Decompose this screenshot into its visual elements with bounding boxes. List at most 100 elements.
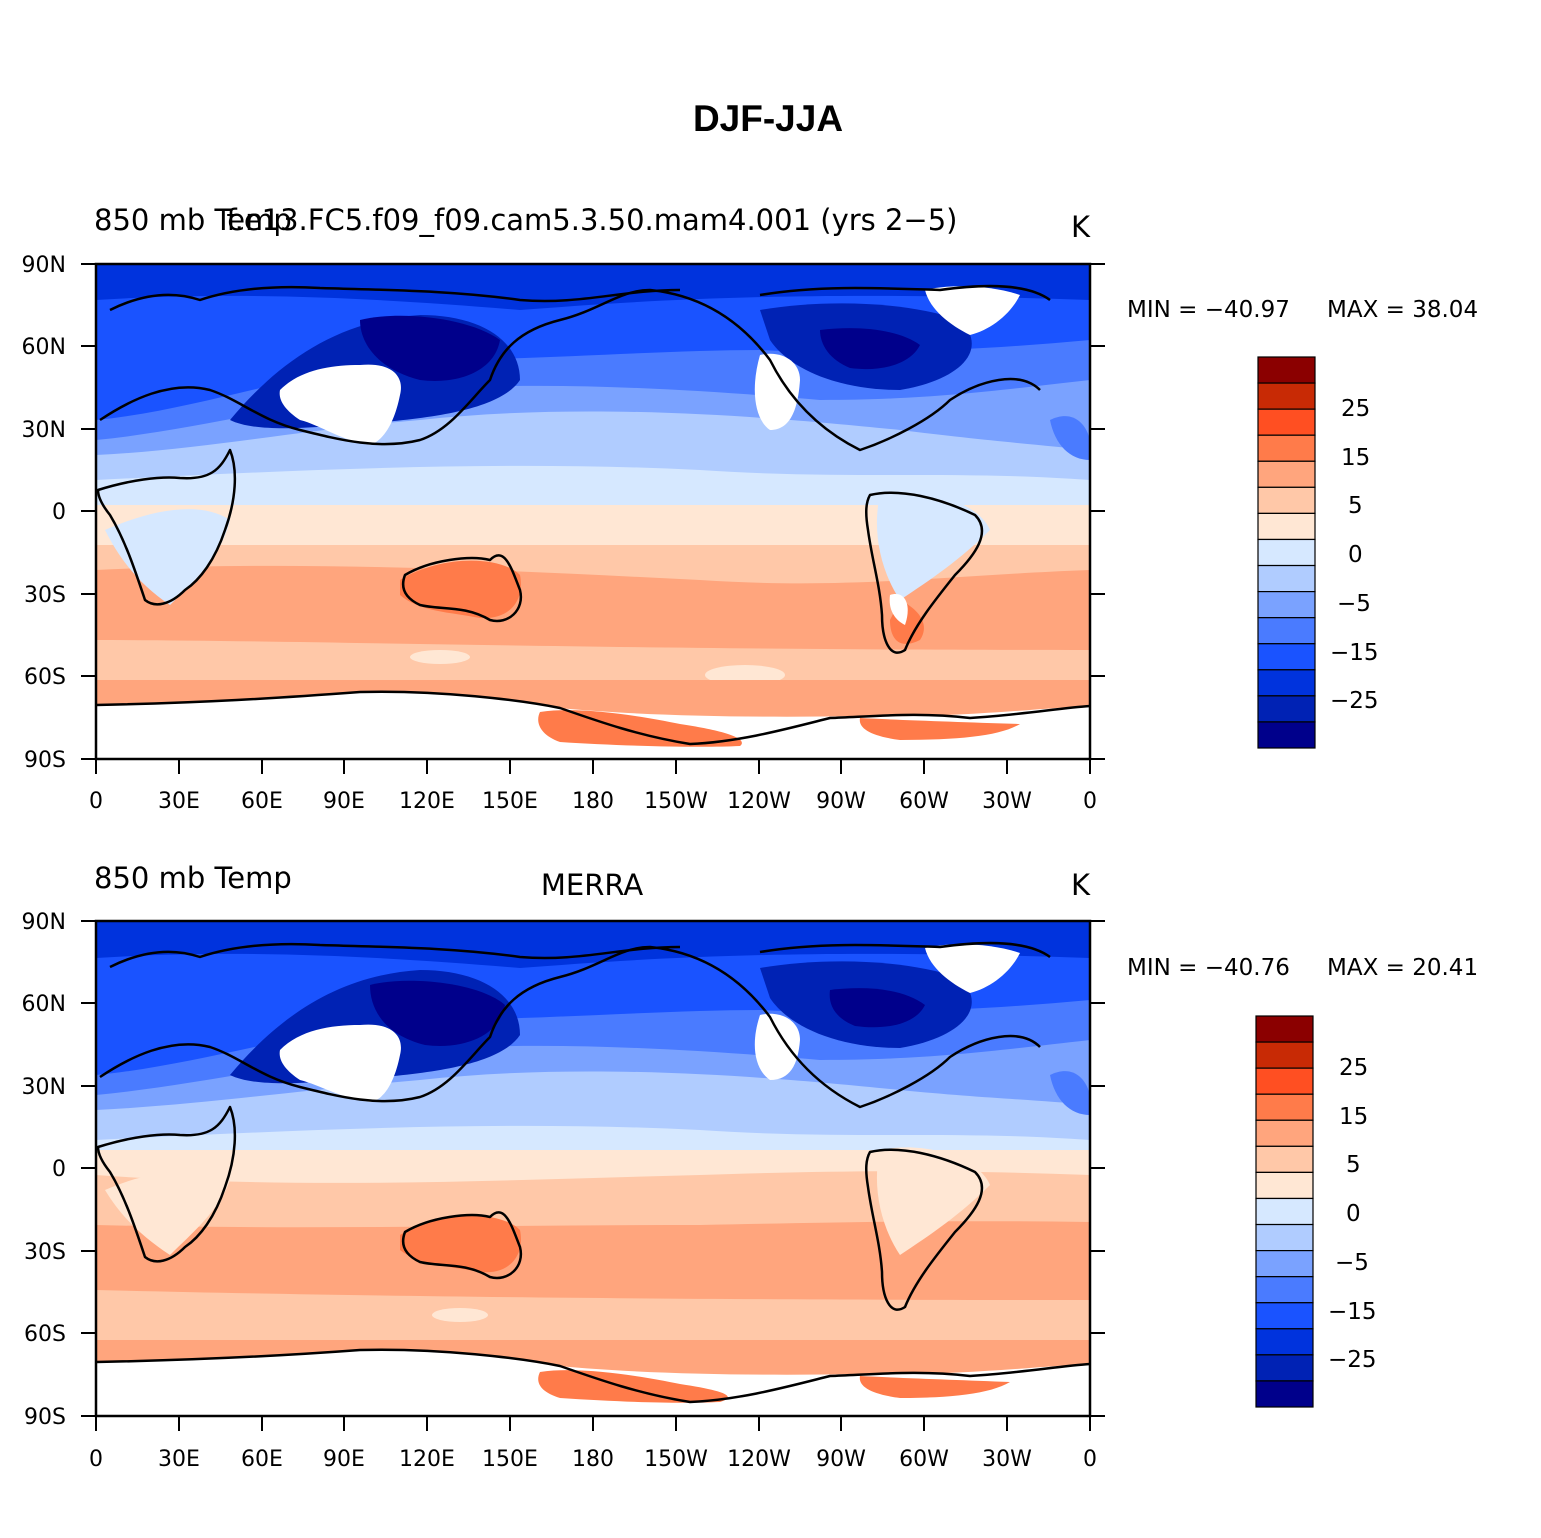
- colorbar-swatch: [1255, 1302, 1314, 1330]
- colorbar-swatch: [1257, 643, 1316, 671]
- x-tick-label: 150W: [644, 1447, 708, 1472]
- y-tick-label: 90N: [22, 910, 66, 935]
- colorbar: [1255, 1015, 1314, 1408]
- colorbar-label: 5: [1346, 1152, 1361, 1178]
- colorbar-swatch: [1255, 1354, 1314, 1382]
- colorbar-label: 25: [1341, 396, 1370, 422]
- colorbar-swatch: [1257, 408, 1316, 436]
- colorbar-swatch: [1257, 460, 1316, 488]
- panel-center-title: f.e13.FC5.f09_f09.cam5.3.50.mam4.001 (yr…: [227, 203, 958, 237]
- x-tick-label: 180: [572, 789, 614, 814]
- colorbar-swatch: [1257, 486, 1316, 515]
- x-tick-label: 30W: [982, 789, 1032, 814]
- colorbar-label: 25: [1339, 1055, 1368, 1081]
- colorbar-swatch: [1257, 617, 1316, 645]
- x-tick-label: 120W: [727, 789, 791, 814]
- colorbar-swatch: [1257, 695, 1316, 723]
- colorbar-swatch: [1257, 512, 1316, 541]
- x-tick-label: 30E: [158, 789, 200, 814]
- panel-left-title: 850 mb Temp: [94, 203, 292, 237]
- colorbar-swatch: [1255, 1276, 1314, 1304]
- colorbar-label: 0: [1348, 542, 1363, 568]
- x-tick-label: 180: [572, 1447, 614, 1472]
- colorbar-label: −15: [1330, 640, 1379, 666]
- colorbar-label: −5: [1335, 1250, 1369, 1276]
- colorbar-swatch: [1255, 1197, 1314, 1226]
- temperature-field: [96, 264, 1090, 759]
- panel-units: K: [1071, 210, 1091, 244]
- colorbar-label: −15: [1328, 1299, 1377, 1325]
- x-tick-label: 150E: [482, 789, 538, 814]
- panel-left-title: 850 mb Temp: [94, 861, 292, 895]
- x-tick-label: 60E: [241, 789, 283, 814]
- panel-model: 850 mb Temp f.e13.FC5.f09_f09.cam5.3.50.…: [22, 203, 1479, 814]
- y-tick-label: 30N: [22, 1075, 66, 1100]
- y-tick-label: 0: [52, 500, 66, 525]
- colorbar-swatch: [1257, 669, 1316, 697]
- y-tick-label: 30S: [24, 1240, 66, 1265]
- y-tick-label: 0: [52, 1157, 66, 1182]
- colorbar-swatch: [1255, 1380, 1314, 1408]
- y-tick-label: 30S: [24, 583, 66, 608]
- colorbar-swatch: [1257, 356, 1316, 384]
- x-tick-label: 120E: [399, 789, 455, 814]
- x-tick-label: 60E: [241, 1447, 283, 1472]
- x-tick-label: 90W: [816, 1447, 866, 1472]
- colorbar-swatch: [1257, 590, 1316, 619]
- colorbar-swatch: [1257, 434, 1316, 462]
- y-tick-label: 60N: [22, 335, 66, 360]
- x-tick-label: 60W: [899, 789, 949, 814]
- colorbar-label: −5: [1337, 591, 1371, 617]
- x-tick-label: 90E: [323, 1447, 365, 1472]
- colorbar-swatch: [1255, 1119, 1314, 1147]
- colorbar-swatch: [1255, 1145, 1314, 1174]
- colorbar-swatch: [1255, 1249, 1314, 1278]
- y-tick-label: 60S: [24, 665, 66, 690]
- panel-units: K: [1071, 868, 1091, 902]
- max-label: MAX = 38.04: [1327, 297, 1478, 323]
- x-tick-label: 90E: [323, 789, 365, 814]
- x-tick-label: 30W: [982, 1447, 1032, 1472]
- x-tick-label: 120E: [399, 1447, 455, 1472]
- x-tick-label: 150E: [482, 1447, 538, 1472]
- colorbar-swatch: [1255, 1171, 1314, 1200]
- x-tick-label: 30E: [158, 1447, 200, 1472]
- colorbar-swatch: [1257, 564, 1316, 593]
- colorbar-swatch: [1255, 1093, 1314, 1121]
- colorbar-label: −25: [1328, 1347, 1377, 1373]
- x-tick-label: 0: [89, 1447, 103, 1472]
- min-label: MIN = −40.97: [1127, 297, 1290, 323]
- colorbar-label: 5: [1348, 493, 1363, 519]
- colorbar-swatch: [1255, 1041, 1314, 1069]
- colorbar-swatch: [1257, 382, 1316, 410]
- min-label: MIN = −40.76: [1127, 955, 1290, 981]
- temperature-field: [96, 921, 1090, 1416]
- y-tick-label: 90N: [22, 253, 66, 278]
- figure-title: DJF-JJA: [693, 98, 843, 139]
- colorbar-label: 0: [1346, 1201, 1361, 1227]
- y-tick-label: 90S: [24, 748, 66, 773]
- y-tick-label: 30N: [22, 418, 66, 443]
- panel-center-title: MERRA: [541, 868, 643, 902]
- max-label: MAX = 20.41: [1327, 955, 1478, 981]
- y-tick-label: 60S: [24, 1322, 66, 1347]
- colorbar-label: 15: [1339, 1104, 1368, 1130]
- x-tick-label: 0: [1083, 1447, 1097, 1472]
- panel-merra: 850 mb Temp MERRA K: [22, 861, 1479, 1472]
- x-tick-label: 0: [1083, 789, 1097, 814]
- x-tick-label: 90W: [816, 789, 866, 814]
- x-tick-label: 60W: [899, 1447, 949, 1472]
- y-tick-label: 60N: [22, 992, 66, 1017]
- x-tick-label: 120W: [727, 1447, 791, 1472]
- colorbar-swatch: [1257, 721, 1316, 749]
- colorbar-label: −25: [1330, 688, 1379, 714]
- x-tick-label: 0: [89, 789, 103, 814]
- colorbar: [1257, 356, 1316, 749]
- colorbar-swatch: [1257, 538, 1316, 567]
- colorbar-swatch: [1255, 1067, 1314, 1095]
- colorbar-swatch: [1255, 1328, 1314, 1356]
- colorbar-label: 15: [1341, 445, 1370, 471]
- x-tick-label: 150W: [644, 789, 708, 814]
- colorbar-swatch: [1255, 1223, 1314, 1252]
